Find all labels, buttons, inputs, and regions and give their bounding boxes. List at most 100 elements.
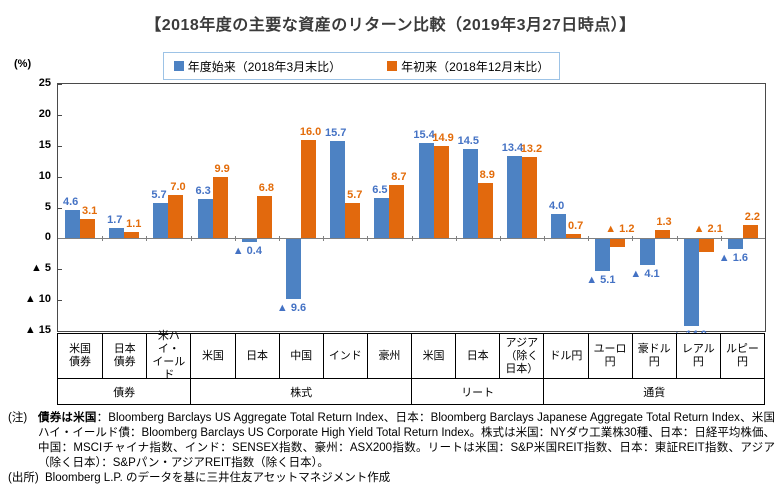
x-axis-tick	[499, 236, 501, 242]
bar-calendar-ytd-11	[566, 234, 582, 239]
bar-label-calendar-ytd-1: 1.1	[126, 217, 142, 230]
category-cell-8: 米国	[411, 334, 455, 378]
bar-fiscal-ytd-9	[462, 148, 478, 239]
bar-fiscal-ytd-12	[595, 239, 611, 271]
plot-area: 4.6 1.7 5.7 6.3 ▲ 0.4 ▲ 9.6 15.7 6.5 15.4 14.5 13.…	[57, 83, 766, 341]
y-tick-mark	[58, 331, 62, 332]
category-cell-9: 日本	[455, 334, 499, 378]
y-tick-label: 25	[38, 77, 51, 89]
category-cell-13: 豪ドル円	[631, 334, 676, 378]
x-axis-tick	[455, 236, 457, 242]
category-cell-0: 米国 債券	[69, 343, 92, 368]
bar-label-calendar-ytd-3: 9.9	[214, 163, 230, 176]
x-axis-tick	[720, 236, 722, 242]
bar-label-calendar-ytd-2: 7.0	[170, 181, 186, 194]
note-label: (注)	[8, 412, 28, 424]
x-axis-tick	[676, 236, 678, 242]
chart-title: 【2018年度の主要な資産のリターン比較（2019年3月27日時点）】	[145, 17, 636, 34]
bar-fiscal-ytd-13	[639, 239, 655, 265]
x-axis-tick	[411, 236, 413, 242]
y-tick-label: 10	[38, 169, 51, 182]
bar-fiscal-ytd-5	[286, 239, 302, 299]
legend-label-calendar-ytd: 年初来（2018年12月末比）	[401, 59, 550, 74]
bar-label-calendar-ytd-0: 3.1	[81, 205, 98, 218]
bar-label-calendar-ytd-12: ▲ 1.2	[605, 223, 635, 236]
group-cell-1: 株式	[190, 378, 411, 404]
bar-label-calendar-ytd-7: 8.7	[391, 170, 407, 183]
bar-fiscal-ytd-0	[65, 209, 81, 239]
bar-calendar-ytd-5	[301, 139, 317, 239]
bar-fiscal-ytd-15	[727, 239, 743, 250]
y-tick-label: 15	[38, 138, 51, 151]
category-cell-2: 米ハイ・ イールド	[146, 330, 190, 381]
y-tick-label: ▲ 5	[30, 262, 51, 275]
bar-calendar-ytd-12	[610, 239, 626, 247]
y-axis-unit-label: (%)	[14, 58, 32, 70]
bar-label-fiscal-ytd-4: ▲ 0.4	[232, 244, 262, 257]
category-cell-6: インド	[322, 334, 367, 378]
bar-calendar-ytd-13	[654, 230, 670, 239]
bar-calendar-ytd-15	[742, 224, 758, 239]
y-tick-mark	[58, 84, 62, 85]
bar-label-fiscal-ytd-10: 13.4	[501, 141, 524, 154]
y-tick-label: ▲ 15	[24, 324, 51, 336]
legend-label-fiscal-ytd: 年度始来（2018年3月末比）	[187, 59, 342, 74]
bar-label-fiscal-ytd-6: 15.7	[325, 127, 347, 140]
bar-calendar-ytd-4	[256, 196, 272, 239]
category-cell-4: 日本	[234, 334, 279, 378]
x-axis-tick	[323, 236, 325, 242]
category-cell-10: アジア （除く 日本）	[499, 334, 543, 378]
x-axis-tick	[190, 236, 192, 242]
footnotes: (注) 債券は米国：Bloomberg Barclays US Aggregat…	[8, 411, 775, 486]
bar-fiscal-ytd-14	[683, 239, 699, 326]
bar-fiscal-ytd-2	[153, 203, 169, 239]
bar-label-fiscal-ytd-2: 5.7	[151, 189, 167, 202]
bar-label-fiscal-ytd-9: 14.5	[457, 134, 479, 147]
x-axis-tick	[588, 236, 590, 242]
y-tick-mark	[58, 269, 62, 271]
note-row: (注) 債券は米国：Bloomberg Barclays US Aggregat…	[8, 411, 775, 471]
bar-fiscal-ytd-11	[551, 213, 567, 239]
bar-calendar-ytd-3	[212, 177, 228, 239]
bar-label-fiscal-ytd-0: 4.6	[62, 195, 79, 208]
group-cell-2: リート	[411, 378, 544, 404]
x-axis-tick	[146, 236, 148, 242]
category-cell-1: 日本 債券	[102, 334, 146, 378]
bar-label-fiscal-ytd-15: ▲ 1.6	[718, 252, 749, 265]
x-axis-tick	[234, 236, 236, 242]
bar-label-calendar-ytd-9: 8.9	[479, 169, 495, 182]
bar-calendar-ytd-2	[168, 195, 184, 239]
bar-label-calendar-ytd-4: 6.8	[258, 182, 274, 195]
source-row: (出所) Bloomberg L.P. のデータを基に三井住友アセットマネジメン…	[8, 471, 775, 486]
bar-fiscal-ytd-10	[506, 155, 522, 239]
y-tick-label: 20	[38, 107, 51, 120]
bar-fiscal-ytd-7	[374, 198, 390, 239]
group-cell-3: 通貨	[543, 378, 764, 404]
bar-fiscal-ytd-6	[330, 141, 346, 239]
bar-label-fiscal-ytd-1: 1.7	[107, 213, 123, 226]
legend-marker-blue-icon	[173, 61, 184, 71]
y-tick-mark	[58, 176, 62, 178]
bar-label-fiscal-ytd-3: 6.3	[195, 185, 211, 198]
bar-label-fiscal-ytd-7: 6.5	[372, 184, 388, 197]
bar-fiscal-ytd-8	[418, 143, 434, 239]
bar-calendar-ytd-9	[477, 183, 493, 239]
y-tick-label: ▲ 10	[24, 293, 51, 306]
x-axis-tick	[102, 236, 104, 242]
category-cell-14: レアル円	[675, 334, 720, 378]
bar-fiscal-ytd-1	[109, 227, 125, 239]
category-cell-3: 米国	[190, 334, 234, 378]
bar-calendar-ytd-10	[521, 156, 537, 239]
bar-calendar-ytd-1	[124, 231, 140, 239]
legend-item-fiscal-ytd: 年度始来（2018年3月末比）	[173, 58, 342, 75]
x-axis-tick	[367, 236, 369, 242]
bar-label-calendar-ytd-10: 13.2	[520, 142, 543, 155]
bar-label-fiscal-ytd-5: ▲ 9.6	[276, 301, 307, 314]
bar-calendar-ytd-8	[433, 146, 449, 239]
bar-fiscal-ytd-4	[241, 239, 257, 242]
group-cell-0: 債券	[58, 378, 191, 404]
bar-label-calendar-ytd-5: 16.0	[299, 125, 322, 138]
bar-label-calendar-ytd-8: 14.9	[432, 132, 454, 145]
x-axis-tick	[544, 236, 546, 242]
bar-label-calendar-ytd-6: 5.7	[347, 189, 363, 202]
